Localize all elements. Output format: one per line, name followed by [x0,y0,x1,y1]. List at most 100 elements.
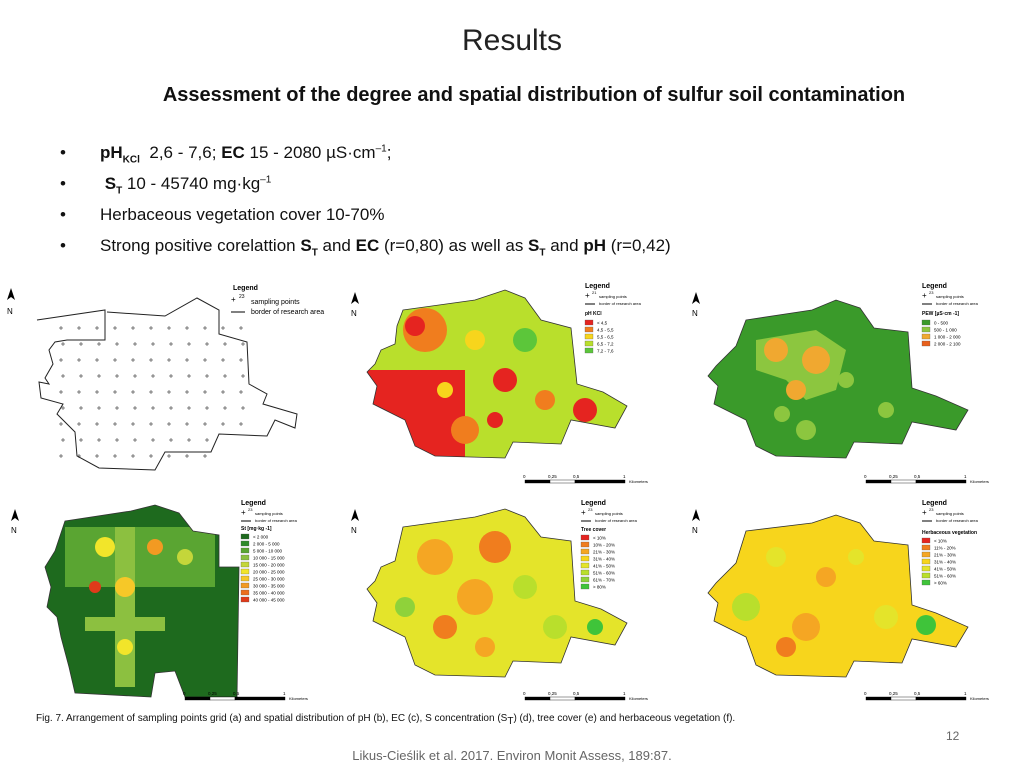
svg-text:border of research area: border of research area [255,518,298,523]
scale-tick-label: 0,5 [914,691,921,696]
scale-tick-label: 1 [623,691,626,696]
legend-item-border: border of research area [251,309,324,316]
slide-title: Results [461,24,563,57]
legend-class-label: 30 000 - 35 000 [253,584,285,589]
legend-d: Legend +23 sampling points border of res… [240,500,298,603]
legend-swatch [584,326,594,333]
legend-class-label: 2 000 - 5 000 [253,542,280,547]
bullet-dot: • [60,174,66,193]
north-arrow-icon: N [11,509,19,535]
svg-text:sampling points: sampling points [936,511,964,516]
legend-c: Legend +23 sampling points border of res… [921,283,979,347]
svg-text:23: 23 [929,290,934,295]
legend-class-label: 10% - 20% [593,543,615,548]
legend-f: Legend +23 sampling points border of res… [921,500,979,586]
legend-swatch [580,569,590,576]
legend-swatch [240,589,250,596]
svg-text:N: N [11,526,17,535]
legend-swatch [240,561,250,568]
legend-class-label: 5,5 - 6,5 [597,335,614,340]
svg-text:N: N [351,526,357,535]
legend-class-label: 41% - 50% [593,564,615,569]
legend-class-label: 35 000 - 40 000 [253,591,285,596]
legend-swatch [921,572,931,579]
svg-text:border of research area: border of research area [595,518,638,523]
legend-a: Legend + 23 sampling points border of re… [231,285,324,316]
legend-class-label: 0 - 500 [934,321,949,326]
scale-tick-label: 0 [523,474,526,479]
svg-text:sampling points: sampling points [599,294,627,299]
legend-class-label: < 2 000 [253,535,269,540]
svg-text:sampling points: sampling points [595,511,623,516]
legend-class-label: 6,5 - 7,2 [597,342,614,347]
north-arrow-icon: N [351,509,359,535]
legend-class-label: 500 - 1 000 [934,328,957,333]
map-panel-a: N Legend + 23 sampling points border of … [5,280,342,494]
legend-class-label: < 10% [934,539,947,544]
legend-swatch [240,582,250,589]
svg-text:23: 23 [929,507,934,512]
svg-text:border of research area: border of research area [936,518,979,523]
map-panel-e: N Legend +23 sampling points border of r… [345,497,682,711]
legend-swatch [240,596,250,603]
north-arrow-icon: N [7,288,15,316]
scale-tick-label: 1 [964,691,967,696]
scale-unit: Kilometers [970,479,989,484]
legend-swatch [921,340,931,347]
legend-title: Legend [585,283,610,290]
scale-unit: Kilometers [629,696,648,701]
scale-tick-label: 1 [623,474,626,479]
legend-swatch [921,579,931,586]
svg-text:N: N [351,309,357,318]
sampling-points-grid [59,326,245,458]
svg-text:21: 21 [592,290,597,295]
bullet-dot: • [60,236,66,255]
svg-text:+: + [241,508,246,517]
slide-subtitle: Assessment of the degree and spatial dis… [162,84,906,106]
legend-classes: < 2 000 2 000 - 5 000 5 000 - 10 000 10 000… [240,533,285,603]
svg-text:23: 23 [248,507,253,512]
legend-class-label: 11% - 20% [934,546,956,551]
svg-text:Herbaceous vegetation: Herbaceous vegetation [922,530,977,536]
legend-swatch [584,347,594,354]
scale-tick-label: 1 [283,691,286,696]
legend-swatch [580,548,590,555]
svg-text:Legend: Legend [922,500,947,507]
bullet-ph-ec: • pHKCl 2,6 - 7,6; EC 15 - 2080 µS·cm–1; [60,143,392,166]
legend-class-label: 31% - 40% [934,560,956,565]
scale-tick-label: 0 [864,474,867,479]
scale-unit: Kilometers [289,696,308,701]
legend-class-label: 2 000 - 2 100 [934,342,961,347]
result-bullets: • pHKCl 2,6 - 7,6; EC 15 - 2080 µS·cm–1; … [58,143,671,267]
legend-classes: 0 - 500 500 - 1 000 1 000 - 2 000 2 000 - 2… [921,319,961,347]
legend-swatch [921,565,931,572]
svg-text:N: N [7,307,13,316]
map-panel-f: N Legend +23 sampling points border of r… [686,497,1019,711]
scale-unit: Kilometers [629,479,648,484]
svg-text:N: N [692,526,698,535]
legend-class-label: 40 000 - 45 000 [253,598,285,603]
map-panel-b: N Legend +21 sampling points border of r… [345,280,682,494]
legend-swatch [921,544,931,551]
svg-text:St [mg·kg -1]: St [mg·kg -1] [241,526,272,532]
scale-tick-label: 0,25 [889,691,898,696]
north-arrow-icon: N [351,292,359,318]
legend-class-label: < 4,5 [597,321,608,326]
svg-text:+: + [922,291,927,300]
legend-swatch [240,547,250,554]
legend-class-label: 21% - 30% [934,553,956,558]
svg-text:sampling points: sampling points [255,511,283,516]
scale-tick-label: 0 [864,691,867,696]
svg-text:+: + [581,508,586,517]
svg-text:23: 23 [588,507,593,512]
scale-tick-label: 0,25 [548,474,557,479]
legend-class-label: 25 000 - 30 000 [253,577,285,582]
legend-swatch [584,319,594,326]
svg-text:Tree cover: Tree cover [581,527,606,533]
north-arrow-icon: N [692,292,700,318]
legend-title: Legend [233,285,258,292]
legend-swatch [921,551,931,558]
